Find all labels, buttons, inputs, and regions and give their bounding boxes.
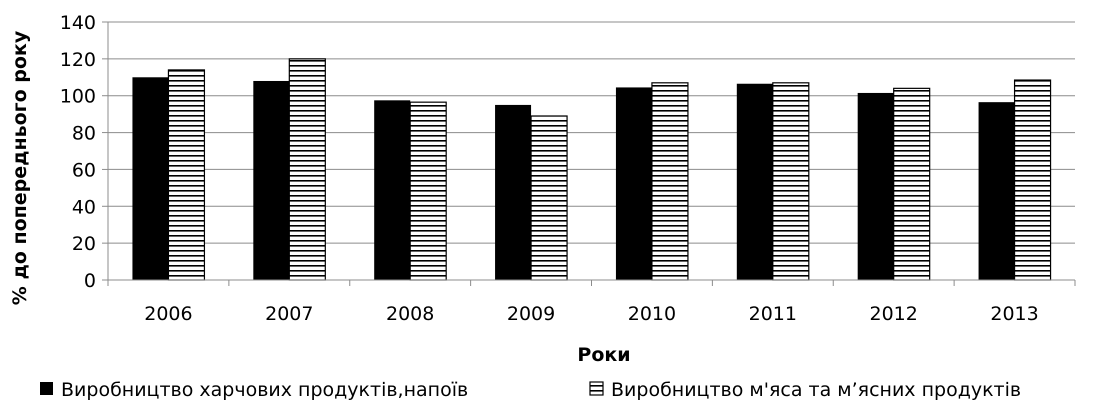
bar-series-1 [253,80,290,280]
x-tick-label: 2011 [749,303,797,325]
y-tick-label: 120 [60,49,96,71]
bar-series-1 [132,77,169,281]
y-axis-title: % до попереднього року [9,30,31,305]
y-tick-label: 80 [72,123,96,145]
legend-label-series-1: Виробництво харчових продуктів,напоїв [61,379,468,401]
axes: 0 20 40 60 80 100 120 140 2006 2007 2008 2009 2010 20… [60,12,1076,325]
x-tick-label: 2006 [144,303,192,325]
legend-item-series-1: Виробництво харчових продуктів,напоїв [40,379,468,401]
bar-series-1 [736,83,773,280]
bar-series-2 [772,82,810,281]
x-tick-label: 2007 [265,303,313,325]
legend-item-series-2: Виробництво м'яса та м’ясних продуктів [589,379,1021,401]
bar-series-1 [374,100,411,280]
bar-series-1 [978,102,1015,281]
x-tick-label: 2013 [990,303,1038,325]
legend-swatch-striped [589,381,604,396]
x-tick-label: 2008 [386,303,434,325]
bar-series-2 [651,82,689,281]
y-tick-label: 40 [72,196,96,218]
x-tick-label: 2012 [870,303,918,325]
bar-series-2 [1013,79,1052,281]
bar-series-1 [615,87,652,281]
legend: Виробництво харчових продуктів,напоїв Ви… [40,379,1021,401]
y-tick-label: 20 [72,233,96,255]
x-axis-title: Роки [577,344,630,366]
y-tick-label: 140 [60,12,96,34]
bar-series-2 [893,87,931,281]
x-tick-label: 2009 [507,303,555,325]
legend-swatch-solid [40,382,53,395]
bar-series-1 [857,92,894,280]
bar-series-2 [530,115,568,281]
bar-series-2 [167,69,206,281]
y-tick-label: 100 [60,86,96,108]
y-tick-label: 60 [72,159,96,181]
x-tick-label: 2010 [628,303,676,325]
bar-series-2 [409,101,447,281]
bar-series-1 [495,104,532,280]
bars [132,58,1052,281]
y-tick-label: 0 [84,270,96,292]
legend-label-series-2: Виробництво м'яса та м’ясних продуктів [611,379,1021,401]
bar-series-2 [288,58,326,281]
